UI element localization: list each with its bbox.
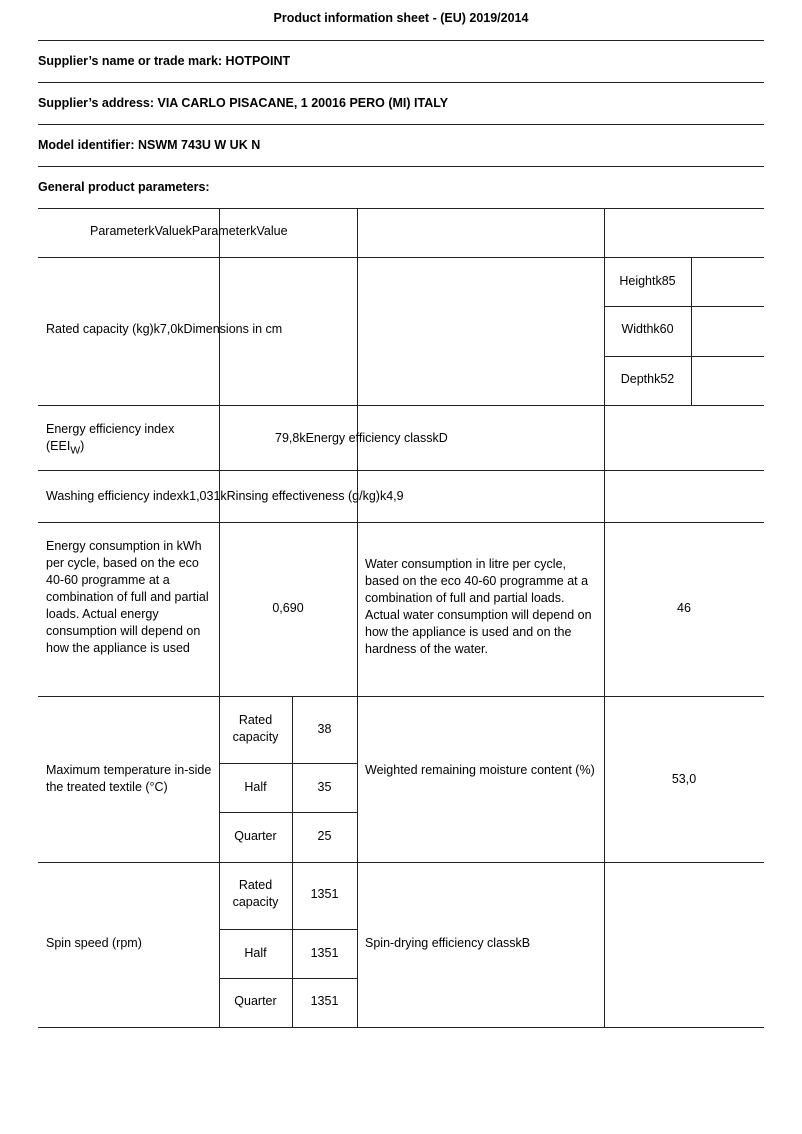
temp-value: 25: [317, 829, 332, 843]
energy-consumption-value: 0,690: [272, 601, 304, 615]
divider: [38, 166, 764, 167]
table-rule: [38, 405, 764, 406]
temp-value: 38: [317, 722, 332, 736]
energy-consumption-label: Energy consumption in kWh per cycle, bas…: [46, 539, 209, 655]
washing-efficiency-cell: Washing efficiency indexk1,031kRinsing e…: [46, 489, 404, 503]
divider: [38, 82, 764, 83]
eei-label: Energy efficiency index (EEIW): [46, 422, 175, 457]
general-heading: General product parameters:: [38, 180, 210, 194]
divider: [38, 124, 764, 125]
divider: [38, 40, 764, 41]
table-rule: [604, 356, 764, 357]
water-consumption-label: Water consumption in litre per cycle, ba…: [365, 557, 592, 656]
max-temperature-label: Maximum temperature in-side the treated …: [46, 763, 212, 794]
table-header: ParameterkValuekParameterkValue: [90, 224, 288, 238]
spin-load: Quarter: [234, 994, 277, 1008]
moisture-value: 53,0: [671, 772, 697, 786]
table-rule: [219, 812, 357, 813]
table-rule: [604, 306, 764, 307]
spin-speed-label: Spin speed (rpm): [46, 936, 142, 950]
temp-value: 35: [317, 780, 332, 794]
depth-cell: Depthk52: [620, 372, 675, 386]
rated-capacity-cell: Rated capacity (kg)k7,0kDimensions in cm: [46, 322, 283, 336]
model-identifier: Model identifier: NSWM 743U W UK N: [38, 138, 261, 152]
spin-value: 1351: [310, 994, 339, 1008]
spin-drying-class: Spin-drying efficiency classkB: [365, 936, 531, 950]
table-rule: [38, 257, 764, 258]
table-rule: [219, 929, 357, 930]
table-rule: [38, 208, 764, 209]
table-rule: [38, 862, 764, 863]
spin-load: Rated capacity: [232, 878, 279, 909]
table-rule: [38, 470, 764, 471]
supplier-address: Supplier’s address: VIA CARLO PISACANE, …: [38, 96, 449, 110]
table-rule: [691, 257, 692, 405]
table-rule: [357, 208, 358, 1027]
page-title: Product information sheet - (EU) 2019/20…: [273, 11, 529, 25]
table-rule: [219, 763, 357, 764]
eei-value: 79,8kEnergy efficiency classkD: [275, 431, 448, 445]
temp-load: Quarter: [234, 829, 277, 843]
table-rule: [219, 208, 220, 1027]
spin-value: 1351: [310, 946, 339, 960]
table-rule: [604, 208, 605, 1027]
width-cell: Widthk60: [621, 322, 674, 336]
spin-value: 1351: [310, 887, 339, 901]
height-cell: Heightk85: [619, 274, 676, 288]
temp-load: Rated capacity: [232, 713, 279, 744]
spin-load: Half: [244, 946, 267, 960]
water-consumption-value: 46: [677, 601, 691, 615]
moisture-label: Weighted remaining moisture content (%): [365, 763, 595, 777]
temp-load: Half: [244, 780, 267, 794]
table-rule: [219, 978, 357, 979]
table-rule: [38, 696, 764, 697]
table-rule: [292, 696, 293, 1027]
supplier-name: Supplier’s name or trade mark: HOTPOINT: [38, 54, 291, 68]
table-rule: [38, 522, 764, 523]
table-rule: [38, 1027, 764, 1028]
